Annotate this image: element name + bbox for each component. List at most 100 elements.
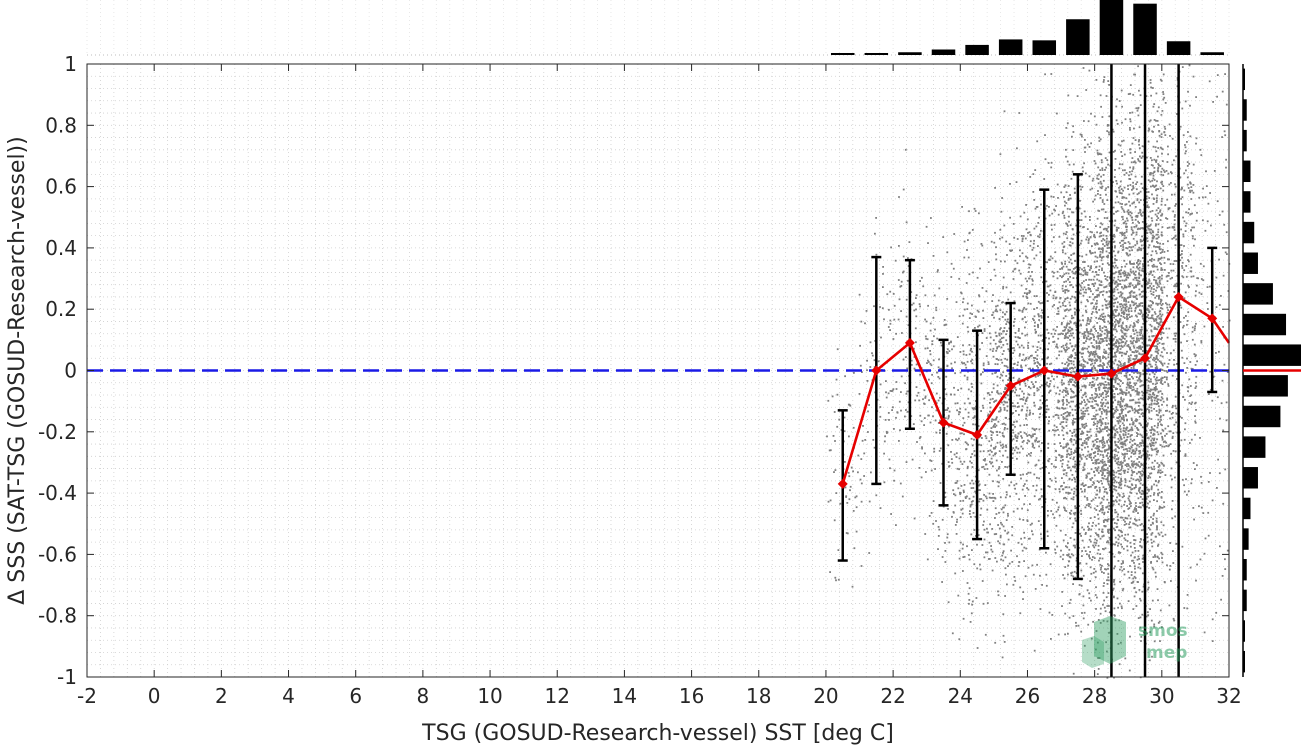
scatter-point bbox=[1012, 432, 1014, 434]
scatter-point bbox=[1064, 566, 1066, 568]
scatter-point bbox=[1095, 330, 1097, 332]
scatter-point bbox=[1106, 411, 1108, 413]
scatter-point bbox=[983, 521, 985, 523]
scatter-point bbox=[1065, 408, 1067, 410]
scatter-point bbox=[882, 266, 884, 268]
scatter-point bbox=[960, 516, 962, 518]
scatter-point bbox=[860, 458, 862, 460]
scatter-point bbox=[1113, 477, 1115, 479]
scatter-point bbox=[890, 513, 892, 515]
scatter-point bbox=[1024, 432, 1026, 434]
scatter-point bbox=[1073, 268, 1075, 270]
scatter-point bbox=[1121, 310, 1123, 312]
scatter-point bbox=[939, 378, 941, 380]
scatter-point bbox=[1081, 240, 1083, 242]
scatter-point bbox=[1000, 261, 1002, 263]
scatter-point bbox=[1087, 272, 1089, 274]
scatter-point bbox=[1100, 197, 1102, 199]
scatter-point bbox=[1017, 336, 1019, 338]
scatter-point bbox=[1097, 257, 1099, 259]
scatter-point bbox=[1074, 260, 1076, 262]
scatter-point bbox=[1018, 378, 1020, 380]
scatter-point bbox=[1033, 402, 1035, 404]
scatter-point bbox=[1119, 420, 1121, 422]
scatter-point bbox=[1126, 318, 1128, 320]
scatter-point bbox=[1014, 318, 1016, 320]
scatter-point bbox=[1094, 516, 1096, 518]
scatter-point bbox=[982, 580, 984, 582]
scatter-point bbox=[1004, 314, 1006, 316]
scatter-point bbox=[1036, 140, 1038, 142]
scatter-point bbox=[971, 487, 973, 489]
scatter-point bbox=[1023, 260, 1025, 262]
scatter-point bbox=[1070, 510, 1072, 512]
scatter-point bbox=[927, 415, 929, 417]
scatter-point bbox=[1059, 268, 1061, 270]
scatter-point bbox=[934, 295, 936, 297]
scatter-point bbox=[1122, 216, 1124, 218]
scatter-point bbox=[1033, 447, 1035, 449]
scatter-point bbox=[895, 524, 897, 526]
scatter-point bbox=[924, 533, 926, 535]
scatter-point bbox=[1002, 613, 1004, 615]
scatter-point bbox=[1088, 346, 1090, 348]
scatter-point bbox=[1072, 555, 1074, 557]
scatter-point bbox=[1114, 615, 1116, 617]
scatter-point bbox=[998, 300, 1000, 302]
scatter-point bbox=[1120, 315, 1122, 317]
scatter-point bbox=[980, 444, 982, 446]
scatter-point bbox=[867, 431, 869, 433]
scatter-point bbox=[1117, 514, 1119, 516]
scatter-point bbox=[1065, 545, 1067, 547]
scatter-point bbox=[979, 348, 981, 350]
scatter-point bbox=[1100, 194, 1102, 196]
scatter-point bbox=[1091, 330, 1093, 332]
scatter-point bbox=[1071, 178, 1073, 180]
scatter-point bbox=[1072, 368, 1074, 370]
scatter-point bbox=[1063, 233, 1065, 235]
scatter-point bbox=[1105, 399, 1107, 401]
scatter-point bbox=[962, 544, 964, 546]
scatter-point bbox=[1119, 484, 1121, 486]
scatter-point bbox=[996, 358, 998, 360]
scatter-point bbox=[1069, 339, 1071, 341]
scatter-point bbox=[1014, 350, 1016, 352]
scatter-point bbox=[1046, 329, 1048, 331]
scatter-point bbox=[1074, 352, 1076, 354]
scatter-point bbox=[1017, 508, 1019, 510]
scatter-point bbox=[1114, 458, 1116, 460]
scatter-point bbox=[994, 187, 996, 189]
scatter-point bbox=[1108, 134, 1110, 136]
scatter-point bbox=[992, 312, 994, 314]
scatter-point bbox=[1108, 387, 1110, 389]
scatter-point bbox=[940, 448, 942, 450]
scatter-point bbox=[1122, 589, 1124, 591]
scatter-point bbox=[1104, 461, 1106, 463]
scatter-point bbox=[1065, 233, 1067, 235]
scatter-point bbox=[1014, 449, 1016, 451]
scatter-point bbox=[1121, 106, 1123, 108]
scatter-point bbox=[1124, 485, 1126, 487]
scatter-point bbox=[849, 498, 851, 500]
scatter-point bbox=[1088, 413, 1090, 415]
scatter-point bbox=[1113, 518, 1115, 520]
scatter-point bbox=[942, 236, 944, 238]
scatter-point bbox=[1016, 493, 1018, 495]
scatter-point bbox=[1123, 222, 1125, 224]
scatter-point bbox=[1009, 217, 1011, 219]
scatter-point bbox=[1069, 367, 1071, 369]
right-histogram-bar bbox=[1243, 498, 1250, 519]
scatter-point bbox=[905, 409, 907, 411]
scatter-point bbox=[1107, 307, 1109, 309]
scatter-point bbox=[1036, 564, 1038, 566]
scatter-point bbox=[836, 379, 838, 381]
scatter-point bbox=[1082, 274, 1084, 276]
scatter-point bbox=[1074, 409, 1076, 411]
scatter-point bbox=[1006, 287, 1008, 289]
scatter-point bbox=[1064, 310, 1066, 312]
scatter-point bbox=[1121, 286, 1123, 288]
scatter-point bbox=[1003, 423, 1005, 425]
scatter-point bbox=[982, 544, 984, 546]
scatter-point bbox=[1087, 455, 1089, 457]
scatter-point bbox=[1091, 468, 1093, 470]
